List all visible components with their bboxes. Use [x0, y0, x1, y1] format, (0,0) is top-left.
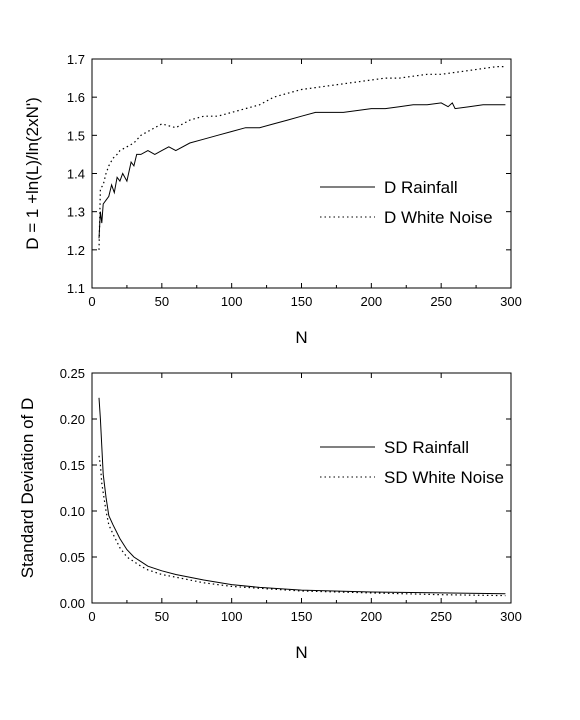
x-tick-label: 300 [500, 294, 522, 309]
x-tick-label: 150 [291, 609, 313, 624]
y-axis-title: Standard Deviation of D [18, 398, 37, 579]
y-tick-label: 1.2 [67, 243, 85, 258]
x-tick-label: 300 [500, 609, 522, 624]
y-tick-label: 1.6 [67, 90, 85, 105]
x-tick-label: 100 [221, 294, 243, 309]
series-line-1 [98, 397, 506, 595]
legend-label-2: SD White Noise [384, 468, 504, 487]
x-tick-label: 150 [291, 294, 313, 309]
plot-frame [91, 58, 512, 289]
y-tick-label: 1.5 [67, 128, 85, 143]
y-tick-label: 0.25 [60, 366, 85, 381]
x-tick-label: 200 [360, 609, 382, 624]
x-tick-label: 200 [360, 294, 382, 309]
series-line-2 [98, 455, 506, 597]
y-tick-label: 0.20 [60, 412, 85, 427]
y-tick-label: 0.10 [60, 504, 85, 519]
legend-label-1: D Rainfall [384, 178, 458, 197]
x-tick-label: 250 [430, 609, 452, 624]
chart-2: 0 50 100 150 200 250 300 0.00 0.05 0.10 0.15 0.20 0.… [18, 366, 522, 662]
y-tick-label: 0.05 [60, 550, 85, 565]
x-axis-title: N [295, 643, 307, 662]
legend-label-1: SD Rainfall [384, 438, 469, 457]
y-axis-title: D = 1 +ln(L)/ln(2xN') [23, 97, 42, 250]
x-tick-label: 0 [88, 609, 95, 624]
series-line-1 [98, 102, 506, 239]
y-tick-label: 1.7 [67, 52, 85, 67]
x-tick-label: 250 [430, 294, 452, 309]
y-tick-label: 0.15 [60, 458, 85, 473]
x-tick-label: 50 [155, 609, 169, 624]
chart-1: 0 50 100 150 200 250 300 1.1 1.2 1.3 1.4 1.5 1.6 1.7 N… [23, 52, 522, 347]
x-axis-title: N [295, 328, 307, 347]
y-tick-label: 1.4 [67, 167, 85, 182]
x-tick-label: 50 [155, 294, 169, 309]
x-tick-label: 100 [221, 609, 243, 624]
y-tick-label: 1.3 [67, 205, 85, 220]
y-tick-label: 0.00 [60, 596, 85, 611]
legend-label-2: D White Noise [384, 208, 493, 227]
x-tick-label: 0 [88, 294, 95, 309]
y-tick-label: 1.1 [67, 281, 85, 296]
